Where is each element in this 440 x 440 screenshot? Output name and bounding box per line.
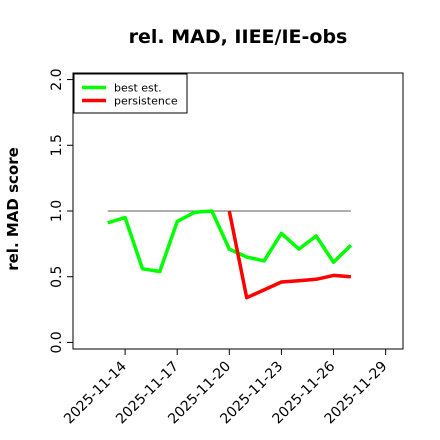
y-axis: 0.0 0.5 1.0 1.5 2.0 (49, 68, 73, 354)
legend-label-best-est: best est. (114, 82, 162, 95)
legend: best est. persistence (73, 73, 188, 114)
y-tick-label: 1.0 (49, 200, 65, 222)
series-line-best-est (107, 209, 353, 274)
y-tick-label: 1.5 (49, 134, 65, 156)
y-tick-label: 0.0 (49, 331, 65, 353)
legend-box (73, 73, 188, 114)
chart-title: rel. MAD, IIEE/IE-obs (129, 26, 348, 48)
x-axis: 2025-11-142025-11-172025-11-202025-11-23… (61, 349, 390, 427)
y-tick-label: 0.5 (49, 266, 65, 288)
y-tick-label: 2.0 (49, 68, 65, 90)
y-axis-label: rel. MAD score (4, 147, 22, 271)
series-line-persistence (227, 210, 352, 300)
legend-label-persistence: persistence (114, 95, 178, 108)
series-layer (107, 209, 353, 300)
